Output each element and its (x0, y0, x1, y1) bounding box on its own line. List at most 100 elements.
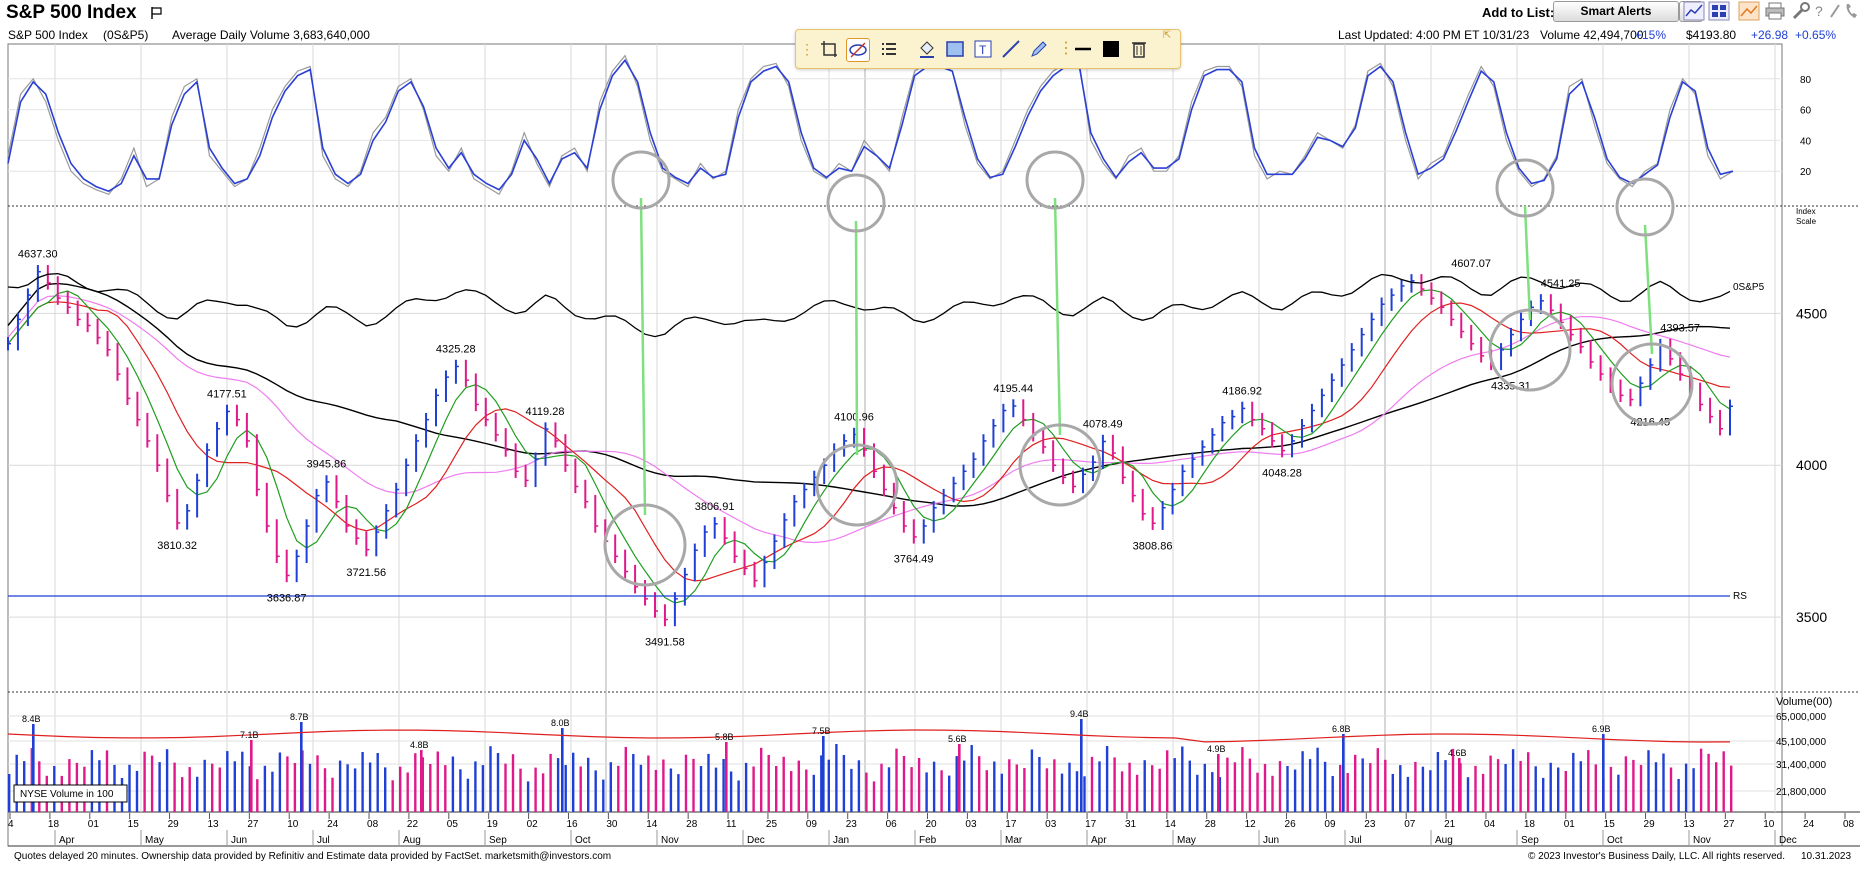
volume-bar (30, 748, 33, 812)
volume-bar (1331, 776, 1334, 812)
x-month-label: Sep (489, 835, 507, 846)
grid-layout-icon[interactable] (1708, 1, 1730, 21)
volume-bar (1594, 764, 1597, 812)
volume-bar (15, 754, 18, 812)
price-annotation: 4216.45 (1630, 416, 1670, 428)
volume-bar (564, 765, 567, 812)
help-icon[interactable]: ? (1812, 1, 1826, 21)
volume-bar (211, 763, 214, 812)
ma200-line (7, 282, 1731, 507)
separator: ⋮ (1058, 40, 1074, 57)
volume-bar (872, 781, 876, 812)
x-day-label: 06 (886, 819, 898, 830)
volume-bar (1391, 774, 1394, 812)
volume-bar (1715, 762, 1718, 812)
x-day-label: 02 (527, 819, 539, 830)
volume-bar (978, 756, 981, 812)
volume-bar (271, 771, 274, 812)
stoch-tick-label: 80 (1800, 75, 1812, 86)
volume-spike-bar (1458, 758, 1461, 812)
volume-annotation: 7.1B (240, 730, 259, 740)
trash-icon[interactable] (1128, 38, 1150, 60)
x-day-label: 14 (646, 819, 658, 830)
x-day-label: 27 (247, 819, 259, 830)
volume-bar (790, 771, 793, 812)
x-month-label: Oct (575, 835, 591, 846)
volume-bar (331, 777, 334, 812)
volume-bar (602, 779, 605, 812)
flag-icon[interactable] (150, 6, 164, 20)
volume-bar (760, 747, 763, 812)
line-chart-icon[interactable] (1683, 1, 1705, 21)
x-day-label: 30 (606, 819, 618, 830)
x-day-label: 05 (447, 819, 459, 830)
volume-bar (414, 753, 417, 812)
volume-bar (256, 779, 259, 812)
x-day-label: 14 (1165, 819, 1177, 830)
top-header: S&P 500 Index Add to List: Smart Alerts … (0, 0, 1860, 26)
x-day-label: 08 (367, 819, 379, 830)
drag-handle-icon[interactable]: ⋮ (800, 41, 814, 57)
volume-bar (128, 764, 131, 812)
volume-annotation: 9.4B (1070, 709, 1089, 719)
volume-spike-bar (300, 722, 303, 812)
x-day-label: 26 (1285, 819, 1297, 830)
volume-bar (1316, 747, 1319, 812)
volume-bar (406, 772, 409, 812)
list-icon[interactable] (878, 38, 900, 60)
volume-bar (857, 760, 861, 812)
volume-bar (1496, 759, 1500, 812)
x-day-label: 10 (1763, 819, 1775, 830)
volume-bar (1113, 757, 1116, 812)
line-icon[interactable] (1000, 38, 1022, 60)
volume-bar (444, 765, 447, 812)
volume-bar (1060, 773, 1064, 812)
crosshair-icon[interactable] (818, 38, 840, 60)
volume-bar (1038, 757, 1041, 812)
volume-bar (203, 759, 206, 812)
x-day-label: 10 (287, 819, 299, 830)
phone-icon[interactable] (1843, 1, 1859, 21)
color-swatch-icon[interactable] (1100, 38, 1122, 60)
x-month-label: Aug (403, 835, 421, 846)
x-day-label: 4 (8, 819, 14, 830)
image-icon[interactable] (1738, 1, 1760, 21)
wrench-icon[interactable] (1790, 1, 1812, 21)
x-day-label: 18 (1524, 819, 1536, 830)
x-day-label: 11 (726, 819, 737, 830)
hide-drawings-icon[interactable] (846, 38, 870, 62)
x-month-label: Apr (1091, 835, 1107, 846)
volume-annotation: 7.5B (812, 726, 831, 736)
smart-alerts-select[interactable]: Smart Alerts (1553, 1, 1679, 22)
volume-bar (1677, 779, 1680, 812)
volume-bar (105, 750, 109, 812)
volume-bar (481, 765, 485, 812)
paint-bucket-icon[interactable] (916, 38, 938, 60)
x-day-label: 13 (1683, 819, 1695, 830)
x-month-label: Jul (317, 835, 330, 846)
volume-bar (1572, 752, 1575, 812)
volume-bar (699, 766, 703, 812)
rectangle-icon[interactable] (944, 38, 966, 60)
x-day-label: 03 (1045, 819, 1057, 830)
pencil-icon[interactable] (1028, 38, 1050, 60)
x-day-label: 25 (766, 819, 778, 830)
volume-bar (1421, 766, 1425, 812)
volume-bar (1662, 753, 1665, 812)
horizontal-line-icon[interactable] (1072, 38, 1094, 60)
arrow-icon[interactable] (1828, 1, 1842, 21)
volume-bar (1669, 767, 1673, 812)
volume-bar (541, 773, 545, 812)
x-day-label: 12 (1245, 819, 1257, 830)
text-icon[interactable]: T (972, 38, 994, 60)
print-icon[interactable] (1764, 1, 1786, 21)
collapse-icon[interactable]: ⇱ (1162, 30, 1172, 41)
volume-bar (842, 755, 846, 812)
x-day-label: 27 (1723, 819, 1735, 830)
volume-spike-bar (958, 744, 961, 812)
volume-bar (805, 769, 808, 812)
stoch-circle (1495, 158, 1555, 218)
volume-tick-label: 21,800,000 (1776, 787, 1826, 798)
volume-bar (639, 764, 643, 812)
